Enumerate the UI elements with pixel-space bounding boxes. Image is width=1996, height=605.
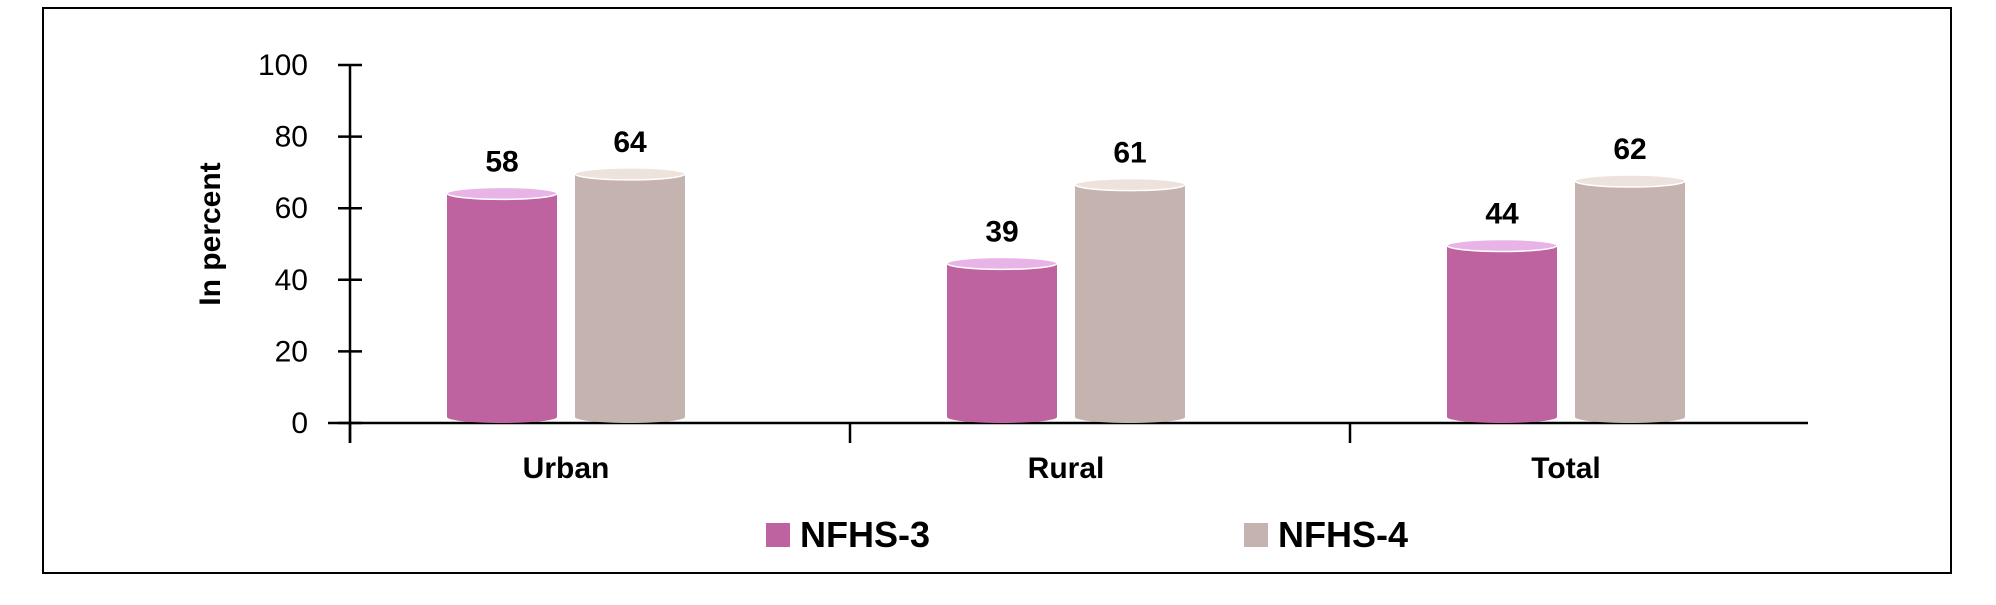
data-label: 44 — [1485, 197, 1519, 230]
legend-swatch — [766, 523, 790, 547]
bar-top — [1574, 174, 1686, 188]
bars — [446, 167, 1686, 423]
y-axis-title: In percent — [194, 162, 227, 305]
bar-top — [574, 167, 686, 181]
bar — [946, 256, 1058, 423]
x-tick-label: Total — [1531, 452, 1600, 485]
bar-body — [1575, 181, 1685, 423]
x-tick-label: Urban — [523, 452, 610, 485]
data-label: 64 — [613, 126, 647, 159]
bar — [1074, 177, 1186, 423]
bar — [446, 186, 558, 423]
legend-swatch — [1244, 523, 1268, 547]
x-axis: Urban Rural Total — [328, 421, 1808, 485]
bar-body — [447, 193, 557, 423]
y-tick-label: 60 — [275, 192, 308, 225]
bar-top — [946, 256, 1058, 271]
y-tick-label: 80 — [275, 121, 308, 154]
data-label: 62 — [1613, 133, 1646, 166]
legend-label: NFHS-3 — [800, 514, 930, 555]
y-axis: 0 20 40 60 80 100 — [258, 49, 362, 443]
bar-top — [1446, 238, 1558, 253]
bar — [1446, 238, 1558, 423]
bar-body — [1447, 245, 1557, 423]
x-tick-label: Rural — [1028, 452, 1105, 485]
legend-label: NFHS-4 — [1278, 514, 1408, 555]
y-tick-label: 0 — [291, 407, 308, 440]
data-labels: 58 64 39 61 44 62 — [485, 126, 1646, 249]
y-tick-label: 40 — [275, 264, 308, 297]
bar-body — [575, 173, 685, 423]
bar-body — [947, 263, 1057, 423]
y-tick-label: 20 — [275, 335, 308, 368]
bar-top — [446, 186, 558, 201]
bar — [574, 167, 686, 423]
bar-body — [1075, 184, 1185, 423]
legend-item: NFHS-4 — [1244, 514, 1408, 555]
data-label: 61 — [1113, 137, 1146, 170]
bar — [1574, 174, 1686, 423]
data-label: 39 — [985, 215, 1018, 248]
data-label: 58 — [485, 145, 518, 178]
y-tick-label: 100 — [258, 49, 308, 82]
bar-top — [1074, 177, 1186, 192]
chart-border — [42, 7, 1952, 574]
legend-item: NFHS-3 — [766, 514, 930, 555]
legend: NFHS-3 NFHS-4 — [766, 514, 1408, 555]
